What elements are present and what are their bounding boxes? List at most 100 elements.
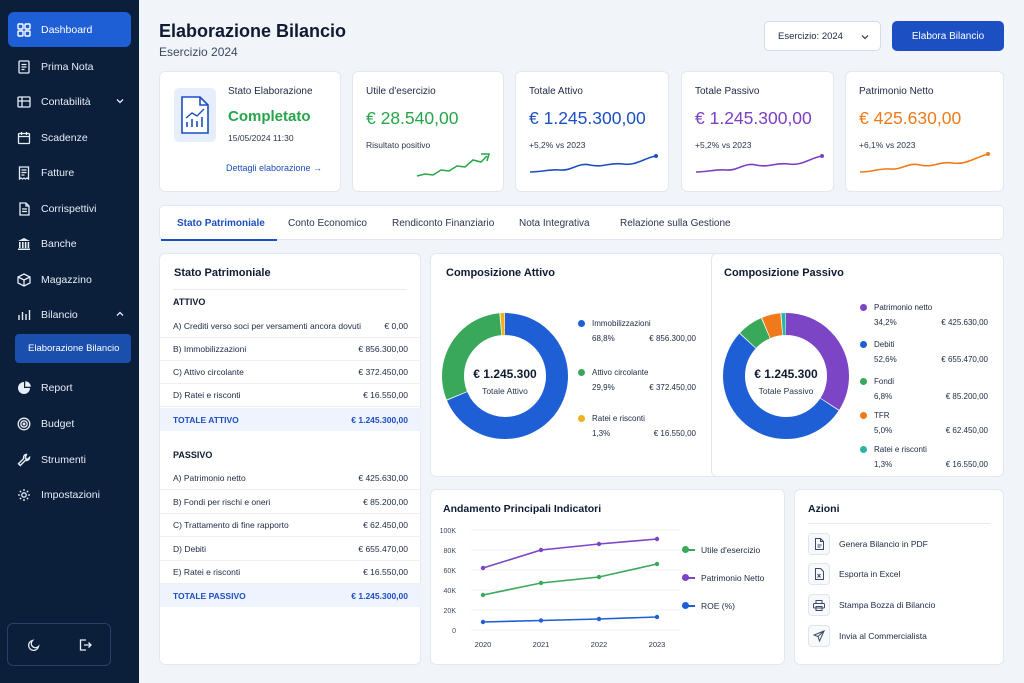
composizione-attivo-card: Composizione Attivo € 1.245.300 Totale A… (430, 253, 839, 477)
sidebar-item-budget[interactable]: Budget (8, 406, 131, 441)
printer-icon (808, 594, 830, 616)
send-icon (808, 625, 830, 647)
kpi-value: € 425.630,00 (859, 108, 962, 128)
section-passivo: PASSIVO (173, 450, 213, 460)
kpi-sub: +5,2% vs 2023 (529, 140, 586, 150)
tab-rendiconto-finanziario[interactable]: Rendiconto Finanziario (392, 217, 495, 229)
sidebar-item-label: Prima Nota (41, 60, 94, 73)
indicatori-line-chart: 020K40K60K80K100K20202021202220232024 (440, 528, 681, 649)
esporta-excel-button[interactable]: Esporta in Excel (808, 562, 900, 586)
legend-name: Ratei e risconti (592, 414, 645, 423)
data-point (596, 541, 602, 547)
card-title: Azioni (808, 503, 840, 515)
legend-name: Fondi (874, 377, 895, 386)
legend-dot (860, 412, 867, 419)
sidebar-item-label: Scadenze (41, 131, 88, 144)
sidebar-footer (7, 623, 111, 666)
y-tick-label: 80K (444, 548, 457, 555)
genera-pdf-button[interactable]: Genera Bilancio in PDF (808, 532, 928, 556)
legend-name: Attivo circolante (592, 368, 649, 377)
legend-item: TFR 5,0% € 62.450,00 (860, 411, 988, 441)
x-tick-label: 2021 (533, 640, 550, 649)
row-value: € 856.300,00 (358, 344, 408, 354)
data-point (654, 536, 660, 542)
sidebar-item-banche[interactable]: Banche (8, 226, 131, 261)
legend-item: Utile d'esercizio (682, 545, 761, 555)
y-tick-label: 0 (452, 628, 456, 635)
stampa-bozza-button[interactable]: Stampa Bozza di Bilancio (808, 593, 935, 617)
azioni-card: Azioni Genera Bilancio in PDF Esporta in… (794, 489, 1004, 665)
legend-pct: 6,8% (874, 392, 893, 401)
data-point (538, 618, 544, 623)
sidebar-item-bilancio[interactable]: Bilancio (8, 297, 131, 332)
legend-dot (682, 602, 689, 609)
row-value: € 16.550,00 (363, 390, 408, 400)
andamento-indicatori-card: Andamento Principali Indicatori 0 20K 40K 6… (430, 489, 785, 665)
row-value: € 0,00 (384, 321, 408, 331)
kpi-sub: +6,1% vs 2023 (859, 140, 916, 150)
page-subtitle: Esercizio 2024 (159, 45, 238, 59)
kpi-card-totale-passivo: Totale Passivo € 1.245.300,00 +5,2% vs 2… (681, 71, 834, 192)
legend-value: € 16.550,00 (945, 460, 988, 469)
row-label: B) Fondi per rischi e oneri (173, 497, 271, 507)
sparkline (416, 153, 490, 177)
sidebar-item-report[interactable]: Report (8, 370, 131, 405)
invia-commercialista-button[interactable]: Invia al Commercialista (808, 624, 927, 648)
kpi-value: € 1.245.300,00 (695, 108, 812, 128)
data-point (480, 619, 486, 625)
sidebar-item-label: Corrispettivi (41, 202, 97, 215)
divider (808, 523, 990, 524)
legend-dot (578, 369, 585, 376)
data-point (480, 565, 486, 571)
sidebar-item-corrispettivi[interactable]: Corrispettivi (8, 191, 131, 226)
sidebar-item-prima-nota[interactable]: Prima Nota (8, 49, 131, 84)
receipt-icon (17, 201, 31, 216)
elabora-bilancio-button[interactable]: Elabora Bilancio (892, 21, 1004, 51)
sidebar-item-label: Magazzino (41, 273, 92, 286)
tab-relazione-gestione[interactable]: Relazione sulla Gestione (620, 217, 731, 229)
kpi-label: Utile d'esercizio (366, 86, 436, 97)
table-row: C) Trattamento di fine rapporto € 62.450,… (160, 514, 421, 537)
report-document-icon (174, 88, 216, 142)
status-date: 15/05/2024 11:30 (228, 133, 294, 143)
sidebar-item-strumenti[interactable]: Strumenti (8, 442, 131, 477)
legend-item: Patrimonio netto 34,2% € 425.630,00 (860, 303, 988, 333)
legend-name: Utile d'esercizio (701, 545, 761, 555)
sparkline (859, 152, 990, 173)
sidebar-item-contabilita[interactable]: Contabilità (8, 84, 131, 119)
x-tick-label: 2020 (475, 640, 492, 649)
dettagli-elaborazione-link[interactable]: Dettagli elaborazione → (226, 163, 323, 173)
sidebar-item-impostazioni[interactable]: Impostazioni (8, 477, 131, 512)
legend-item: ROE (%) (682, 601, 735, 611)
data-point (480, 592, 486, 598)
x-tick-label: 2023 (649, 640, 666, 649)
action-label: Genera Bilancio in PDF (839, 539, 928, 549)
target-icon (17, 417, 31, 431)
bank-icon (17, 237, 31, 251)
excel-icon (808, 563, 830, 585)
donut-center-value: € 1.245.300 (754, 367, 818, 381)
sidebar-item-fatture[interactable]: Fatture (8, 155, 131, 190)
logout-icon[interactable] (78, 638, 92, 652)
tab-nota-integrativa[interactable]: Nota Integrativa (519, 217, 590, 229)
sidebar-item-scadenze[interactable]: Scadenze (8, 120, 131, 155)
donut-center: € 1.245.300 Totale Attivo (450, 367, 560, 396)
legend-item: Ratei e risconti 1,3% € 16.550,00 (578, 414, 696, 444)
table-row: D) Debiti € 655.470,00 (160, 538, 421, 561)
accounting-icon (17, 95, 31, 109)
series-line-0 (482, 563, 658, 596)
row-value: € 425.630,00 (358, 473, 408, 483)
tab-conto-economico[interactable]: Conto Economico (288, 217, 367, 229)
legend-name: TFR (874, 411, 890, 420)
sidebar-item-magazzino[interactable]: Magazzino (8, 262, 131, 297)
row-label: C) Attivo circolante (173, 367, 244, 377)
legend-dot (860, 446, 867, 453)
sidebar-item-dashboard[interactable]: Dashboard (8, 12, 131, 47)
moon-icon[interactable] (27, 638, 41, 652)
dashboard-icon (17, 22, 31, 37)
sidebar-subitem-elaborazione-bilancio[interactable]: Elaborazione Bilancio (15, 334, 131, 363)
wrench-icon (17, 453, 31, 467)
tab-stato-patrimoniale[interactable]: Stato Patrimoniale (161, 206, 277, 241)
legend-dot (860, 304, 867, 311)
year-select[interactable]: Esercizio: 2024 (764, 21, 881, 51)
